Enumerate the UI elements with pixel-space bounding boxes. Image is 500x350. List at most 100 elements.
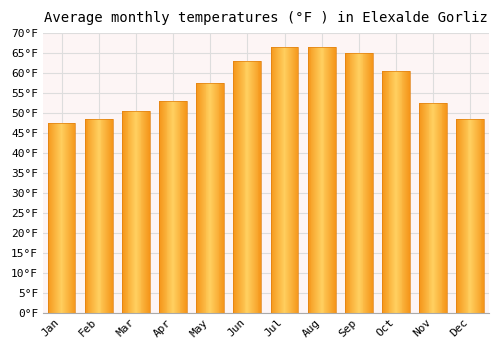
- Bar: [164, 101, 166, 313]
- Bar: [347, 53, 348, 313]
- Bar: [96, 119, 97, 313]
- Bar: [371, 53, 372, 313]
- Bar: [456, 119, 458, 313]
- Bar: [354, 53, 355, 313]
- Bar: [173, 101, 174, 313]
- Bar: [471, 119, 472, 313]
- Bar: [93, 119, 94, 313]
- Bar: [322, 47, 324, 313]
- Bar: [131, 111, 132, 313]
- Bar: [478, 119, 480, 313]
- Bar: [407, 71, 408, 313]
- Bar: [280, 47, 281, 313]
- Bar: [253, 61, 254, 313]
- Bar: [128, 111, 130, 313]
- Bar: [289, 47, 290, 313]
- Bar: [215, 83, 216, 313]
- Bar: [296, 47, 298, 313]
- Bar: [318, 47, 319, 313]
- Bar: [424, 103, 425, 313]
- Bar: [241, 61, 242, 313]
- Bar: [107, 119, 108, 313]
- Bar: [90, 119, 92, 313]
- Bar: [462, 119, 463, 313]
- Bar: [142, 111, 144, 313]
- Bar: [366, 53, 367, 313]
- Bar: [172, 101, 173, 313]
- Bar: [288, 47, 289, 313]
- Bar: [406, 71, 407, 313]
- Bar: [92, 119, 93, 313]
- Bar: [239, 61, 240, 313]
- Bar: [308, 47, 310, 313]
- Bar: [369, 53, 370, 313]
- Bar: [98, 119, 100, 313]
- Bar: [433, 103, 434, 313]
- Bar: [238, 61, 239, 313]
- Bar: [442, 103, 444, 313]
- Bar: [315, 47, 316, 313]
- Bar: [69, 123, 70, 313]
- Bar: [147, 111, 148, 313]
- Bar: [282, 47, 284, 313]
- Bar: [368, 53, 369, 313]
- Bar: [468, 119, 469, 313]
- Bar: [274, 47, 275, 313]
- Bar: [182, 101, 184, 313]
- Bar: [385, 71, 386, 313]
- Bar: [124, 111, 126, 313]
- Bar: [294, 47, 296, 313]
- Bar: [216, 83, 218, 313]
- Bar: [284, 47, 286, 313]
- Bar: [290, 47, 291, 313]
- Bar: [210, 83, 211, 313]
- Bar: [346, 53, 347, 313]
- Bar: [444, 103, 445, 313]
- Bar: [223, 83, 224, 313]
- Bar: [359, 53, 360, 313]
- Bar: [460, 119, 461, 313]
- Bar: [240, 61, 241, 313]
- Bar: [319, 47, 320, 313]
- Bar: [399, 71, 400, 313]
- Bar: [388, 71, 390, 313]
- Bar: [254, 61, 255, 313]
- Bar: [270, 47, 298, 313]
- Bar: [277, 47, 278, 313]
- Bar: [66, 123, 67, 313]
- Bar: [95, 119, 96, 313]
- Bar: [184, 101, 185, 313]
- Bar: [202, 83, 203, 313]
- Bar: [159, 101, 160, 313]
- Bar: [423, 103, 424, 313]
- Bar: [108, 119, 109, 313]
- Bar: [395, 71, 396, 313]
- Bar: [249, 61, 250, 313]
- Bar: [72, 123, 74, 313]
- Bar: [258, 61, 260, 313]
- Bar: [390, 71, 392, 313]
- Bar: [314, 47, 315, 313]
- Bar: [256, 61, 258, 313]
- Bar: [178, 101, 180, 313]
- Bar: [234, 61, 262, 313]
- Bar: [59, 123, 60, 313]
- Bar: [149, 111, 150, 313]
- Bar: [86, 119, 88, 313]
- Bar: [400, 71, 402, 313]
- Bar: [434, 103, 435, 313]
- Bar: [324, 47, 326, 313]
- Bar: [57, 123, 58, 313]
- Bar: [206, 83, 208, 313]
- Bar: [162, 101, 163, 313]
- Bar: [200, 83, 201, 313]
- Bar: [246, 61, 248, 313]
- Bar: [50, 123, 51, 313]
- Bar: [198, 83, 199, 313]
- Bar: [333, 47, 334, 313]
- Bar: [250, 61, 251, 313]
- Bar: [166, 101, 168, 313]
- Bar: [251, 61, 252, 313]
- Bar: [123, 111, 124, 313]
- Bar: [425, 103, 426, 313]
